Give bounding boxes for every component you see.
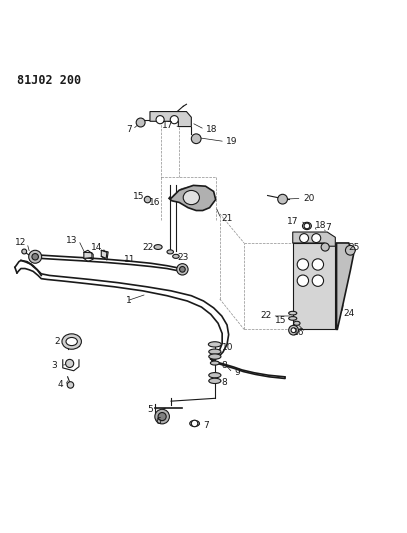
Circle shape <box>321 243 329 251</box>
Text: 14: 14 <box>91 243 102 252</box>
Circle shape <box>297 275 309 286</box>
Text: 1: 1 <box>127 296 132 305</box>
Circle shape <box>136 118 145 127</box>
Circle shape <box>312 233 321 243</box>
Text: 7: 7 <box>325 223 331 232</box>
Circle shape <box>191 134 201 143</box>
Polygon shape <box>337 243 354 329</box>
Text: 15: 15 <box>133 192 144 201</box>
Text: 17: 17 <box>287 216 299 225</box>
Text: 3: 3 <box>52 361 57 370</box>
Circle shape <box>156 116 164 124</box>
Ellipse shape <box>190 421 199 426</box>
Text: 10: 10 <box>222 343 233 352</box>
Text: 16: 16 <box>149 198 160 207</box>
Text: 18: 18 <box>206 125 217 134</box>
Text: 16: 16 <box>293 328 305 337</box>
Ellipse shape <box>289 317 297 320</box>
Text: 24: 24 <box>344 309 354 318</box>
Polygon shape <box>101 251 108 260</box>
Text: 13: 13 <box>66 236 78 245</box>
Ellipse shape <box>66 337 77 345</box>
Text: 4: 4 <box>58 379 63 389</box>
Circle shape <box>67 382 74 388</box>
Text: 17: 17 <box>162 121 173 130</box>
Text: 15: 15 <box>275 317 287 325</box>
Circle shape <box>312 259 324 270</box>
Text: 22: 22 <box>260 311 271 320</box>
Ellipse shape <box>209 354 221 359</box>
Text: 8: 8 <box>222 361 228 370</box>
Polygon shape <box>150 111 191 126</box>
Text: 8: 8 <box>222 377 228 386</box>
Text: 23: 23 <box>177 253 188 262</box>
Circle shape <box>304 223 310 229</box>
Circle shape <box>144 196 151 203</box>
Text: 18: 18 <box>315 221 326 230</box>
Circle shape <box>300 233 309 243</box>
Polygon shape <box>169 185 216 211</box>
Ellipse shape <box>302 222 311 230</box>
Text: 7: 7 <box>204 421 209 430</box>
Text: 25: 25 <box>349 243 360 252</box>
Text: 11: 11 <box>125 255 136 264</box>
Circle shape <box>291 328 296 333</box>
Polygon shape <box>84 252 92 259</box>
Circle shape <box>22 249 26 254</box>
Circle shape <box>289 325 298 335</box>
Ellipse shape <box>209 349 221 354</box>
Ellipse shape <box>167 250 173 254</box>
Polygon shape <box>293 232 335 246</box>
Circle shape <box>66 359 74 367</box>
Text: 20: 20 <box>303 194 314 203</box>
Circle shape <box>32 254 38 260</box>
Ellipse shape <box>183 190 199 205</box>
Polygon shape <box>293 243 335 329</box>
Ellipse shape <box>173 254 179 259</box>
Circle shape <box>312 275 324 286</box>
Ellipse shape <box>293 321 300 325</box>
Ellipse shape <box>62 334 81 349</box>
Text: 7: 7 <box>126 125 132 134</box>
Circle shape <box>278 195 287 204</box>
Text: 12: 12 <box>15 238 26 247</box>
Circle shape <box>346 245 355 255</box>
Ellipse shape <box>209 378 221 384</box>
Circle shape <box>155 409 169 424</box>
Ellipse shape <box>209 373 221 378</box>
Circle shape <box>170 116 178 124</box>
Ellipse shape <box>210 361 219 365</box>
Text: 21: 21 <box>222 214 233 223</box>
Text: 9: 9 <box>234 368 240 377</box>
Text: 2: 2 <box>54 337 59 346</box>
Circle shape <box>297 259 309 270</box>
Circle shape <box>191 420 198 427</box>
Circle shape <box>179 266 185 272</box>
Circle shape <box>158 413 166 421</box>
Text: 5: 5 <box>147 405 153 414</box>
Circle shape <box>177 264 188 275</box>
Text: 19: 19 <box>226 137 237 146</box>
Ellipse shape <box>289 311 297 315</box>
Text: 6: 6 <box>155 417 161 426</box>
Circle shape <box>28 251 42 263</box>
Ellipse shape <box>154 245 162 249</box>
Text: 81J02 200: 81J02 200 <box>17 74 81 87</box>
Text: 22: 22 <box>143 243 154 252</box>
Ellipse shape <box>208 342 221 347</box>
